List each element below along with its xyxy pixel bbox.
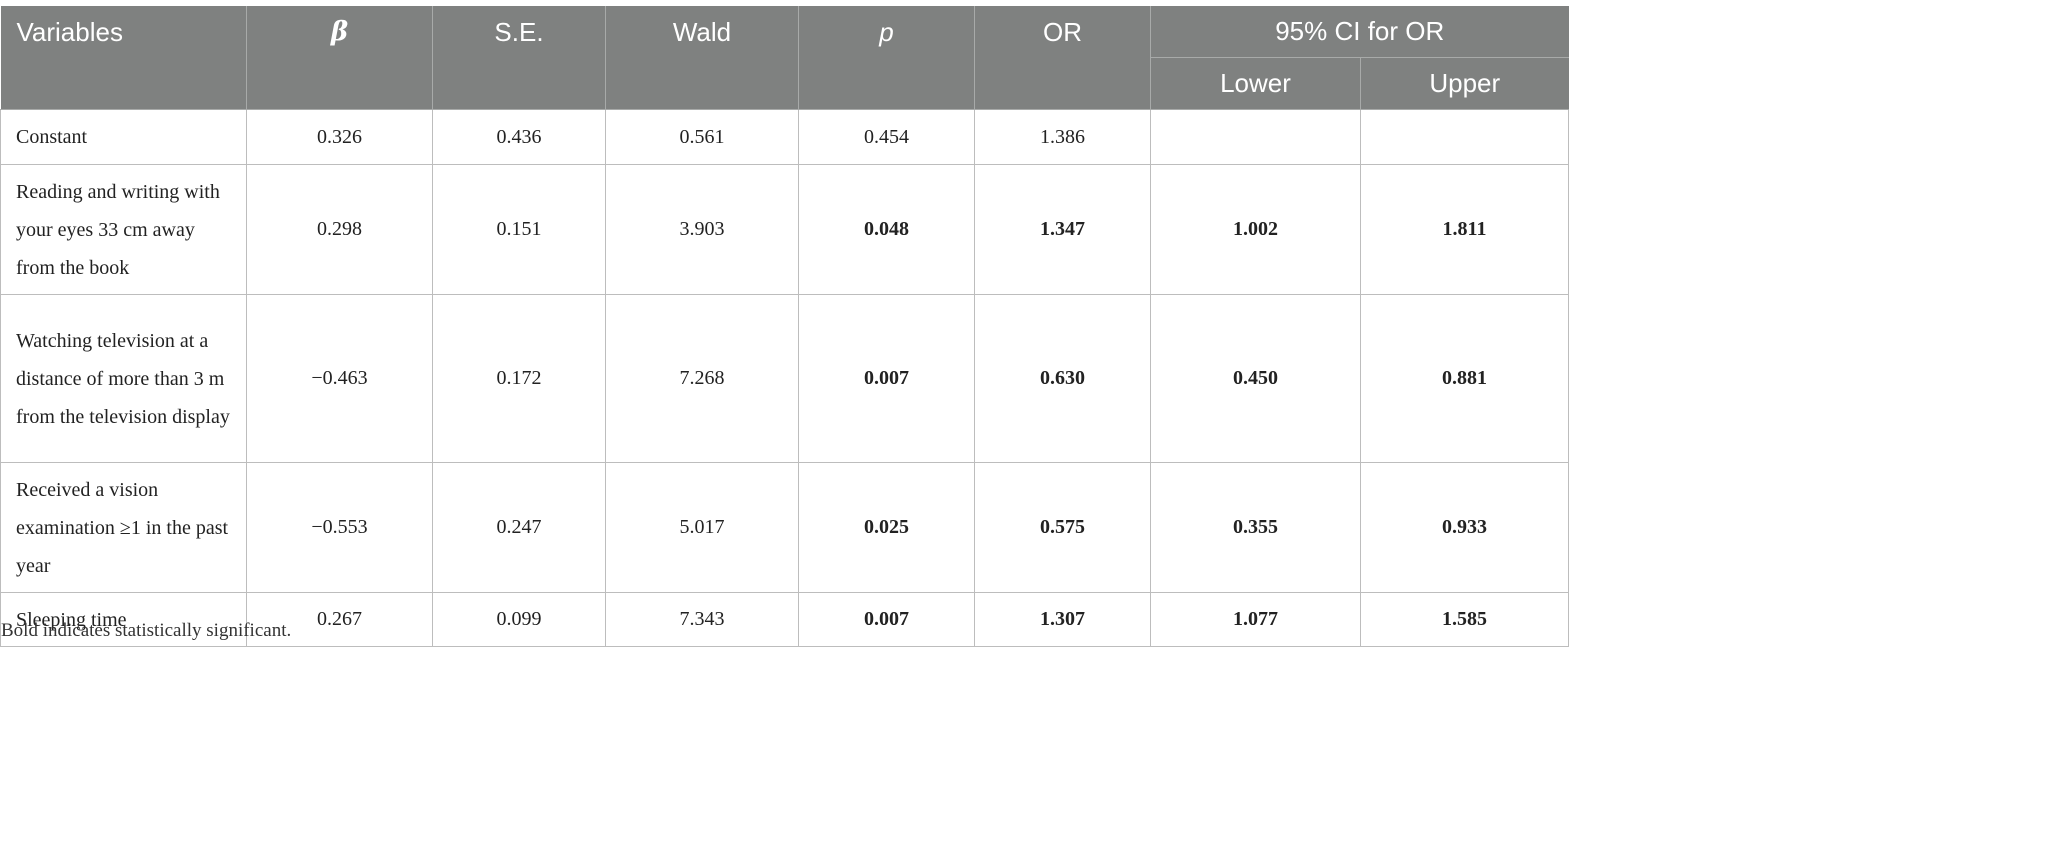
table-row: Reading and writing with your eyes 33 cm…	[0, 164, 1569, 295]
cell-se: 0.436	[432, 109, 606, 165]
cell-variable: Sleeping time	[0, 592, 247, 647]
table-row: Sleeping time 0.267 0.099 7.343 0.007 1.…	[0, 592, 1569, 647]
cell-variable: Constant	[0, 109, 247, 165]
cell-wald: 0.561	[605, 109, 799, 165]
cell-upper: 0.881	[1360, 294, 1569, 463]
table-body: Constant 0.326 0.436 0.561 0.454 1.386 R…	[0, 109, 1569, 647]
cell-se: 0.172	[432, 294, 606, 463]
cell-upper: 0.933	[1360, 462, 1569, 593]
cell-lower: 0.450	[1150, 294, 1361, 463]
cell-beta: −0.463	[246, 294, 433, 463]
header-variables: Variables	[0, 6, 247, 110]
cell-upper: 1.585	[1360, 592, 1569, 647]
cell-variable: Reading and writing with your eyes 33 cm…	[0, 164, 247, 295]
table-row: Received a vision examination ≥1 in the …	[0, 462, 1569, 593]
header-lower: Lower	[1150, 57, 1361, 110]
regression-table: Variables β S.E. Wald p OR 95% CI for OR…	[0, 6, 1569, 647]
table-footnote: Bold indicates statistically significant…	[1, 620, 292, 641]
cell-se: 0.151	[432, 164, 606, 295]
cell-p: 0.025	[798, 462, 975, 593]
cell-lower	[1150, 109, 1361, 165]
cell-upper: 1.811	[1360, 164, 1569, 295]
header-wald: Wald	[605, 6, 799, 110]
cell-wald: 7.343	[605, 592, 799, 647]
cell-se: 0.247	[432, 462, 606, 593]
cell-wald: 3.903	[605, 164, 799, 295]
cell-p: 0.007	[798, 592, 975, 647]
cell-lower: 1.077	[1150, 592, 1361, 647]
cell-variable: Watching television at a distance of mor…	[0, 294, 247, 463]
cell-or: 1.386	[974, 109, 1151, 165]
cell-lower: 1.002	[1150, 164, 1361, 295]
header-p: p	[798, 6, 975, 110]
cell-se: 0.099	[432, 592, 606, 647]
cell-or: 0.575	[974, 462, 1151, 593]
cell-beta: 0.267	[246, 592, 433, 647]
cell-wald: 5.017	[605, 462, 799, 593]
cell-beta: 0.326	[246, 109, 433, 165]
table-row: Watching television at a distance of mor…	[0, 294, 1569, 463]
header-se: S.E.	[432, 6, 606, 110]
header-or: OR	[974, 6, 1151, 110]
header-ci: 95% CI for OR	[1150, 6, 1569, 58]
header-upper: Upper	[1360, 57, 1569, 110]
cell-p: 0.454	[798, 109, 975, 165]
cell-p: 0.048	[798, 164, 975, 295]
header-beta: β	[246, 6, 433, 110]
table-header: Variables β S.E. Wald p OR 95% CI for OR…	[0, 6, 1569, 110]
cell-p: 0.007	[798, 294, 975, 463]
cell-beta: 0.298	[246, 164, 433, 295]
cell-wald: 7.268	[605, 294, 799, 463]
cell-upper	[1360, 109, 1569, 165]
cell-variable: Received a vision examination ≥1 in the …	[0, 462, 247, 593]
cell-or: 0.630	[974, 294, 1151, 463]
cell-or: 1.307	[974, 592, 1151, 647]
cell-or: 1.347	[974, 164, 1151, 295]
cell-lower: 0.355	[1150, 462, 1361, 593]
cell-beta: −0.553	[246, 462, 433, 593]
table-row: Constant 0.326 0.436 0.561 0.454 1.386	[0, 109, 1569, 165]
